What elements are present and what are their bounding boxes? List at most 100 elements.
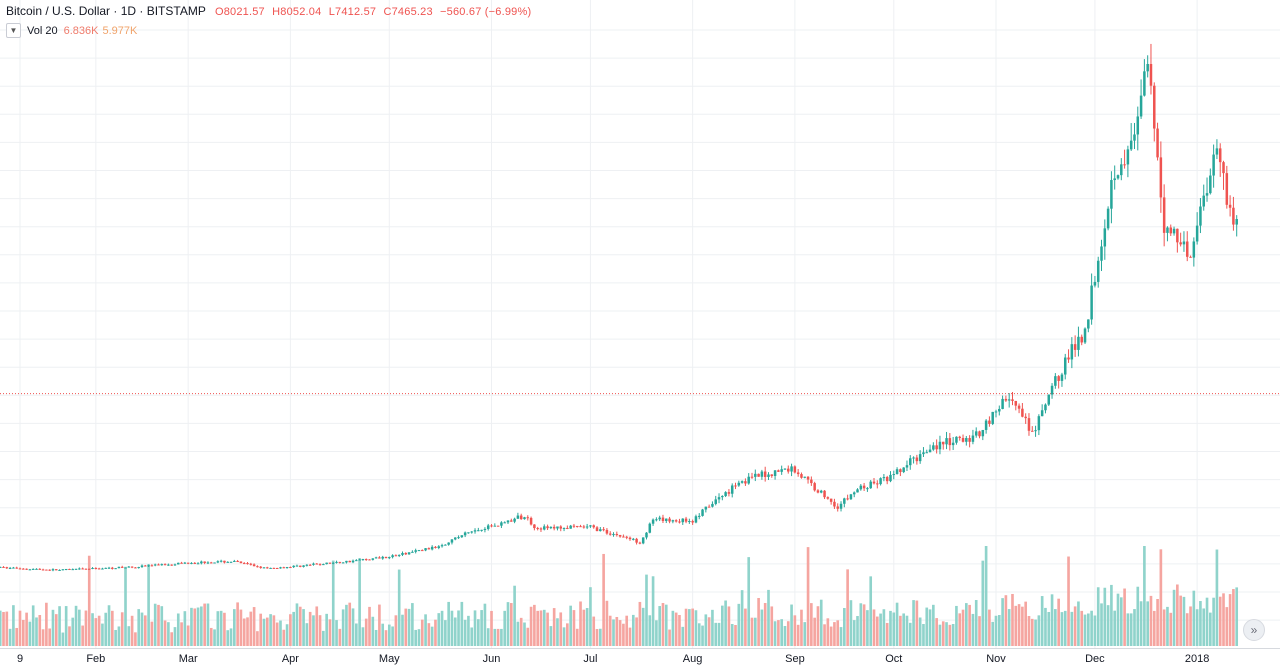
candle	[843, 497, 846, 508]
candle-body	[295, 565, 299, 567]
candle-body	[787, 468, 790, 472]
volume-bar	[724, 600, 727, 646]
volume-bar	[1080, 610, 1084, 646]
candle	[1166, 226, 1169, 242]
volume-bar	[374, 629, 378, 646]
candle	[246, 562, 249, 565]
candle	[767, 472, 770, 480]
candle	[704, 506, 708, 513]
candle-body	[711, 503, 714, 507]
volume-bar	[308, 611, 312, 646]
volume-bar	[542, 609, 546, 646]
candle	[1027, 413, 1031, 436]
candle	[302, 565, 305, 568]
candle-body	[153, 564, 157, 566]
volume-bar	[915, 600, 919, 646]
volume-bar	[622, 623, 625, 646]
volume-bar	[480, 610, 483, 646]
candle-body	[552, 526, 556, 529]
volume-bar	[899, 615, 902, 646]
candle	[285, 566, 289, 569]
volume-bar	[681, 626, 685, 646]
volume-bar	[219, 610, 223, 646]
candle-body	[183, 562, 187, 564]
candle	[97, 567, 101, 570]
volume-bar	[1093, 615, 1097, 646]
chevron-down-icon[interactable]: ▼	[6, 23, 21, 38]
volume-bar	[846, 569, 849, 646]
candle	[615, 531, 619, 537]
candle-body	[721, 496, 724, 498]
volume-bar	[58, 606, 61, 646]
candle	[87, 568, 91, 570]
volume-bar	[592, 616, 596, 646]
volume-bar	[635, 617, 638, 646]
volume-bar	[526, 627, 530, 646]
volume-bar	[922, 624, 925, 646]
candle	[1106, 206, 1110, 231]
volume-bar	[1212, 597, 1215, 646]
candle-body	[48, 569, 51, 571]
volume-bar	[420, 619, 424, 646]
candle	[94, 567, 98, 570]
volume-bar	[338, 628, 342, 646]
candle	[5, 566, 9, 569]
volume-bar	[196, 607, 200, 646]
candle	[955, 436, 958, 445]
candle-body	[523, 517, 526, 520]
double-chevron-right-icon[interactable]: »	[1243, 619, 1265, 641]
candle-body	[602, 529, 605, 531]
volume-legend: ▼ Vol 20 6.836K 5.977K	[6, 23, 137, 38]
volume-bar	[955, 605, 958, 646]
volume-bar	[223, 612, 226, 646]
candle-body	[862, 485, 866, 489]
candle-body	[35, 568, 38, 570]
x-tick-label: Jun	[483, 653, 501, 665]
volume-bar	[631, 614, 635, 646]
candle	[137, 566, 140, 569]
candle	[31, 568, 35, 570]
candle-body	[292, 565, 295, 568]
candle-body	[1166, 227, 1169, 233]
candle	[444, 544, 447, 546]
candle-body	[460, 535, 464, 538]
candle-body	[1202, 195, 1205, 207]
volume-bar	[493, 628, 497, 646]
candle-body	[391, 555, 394, 558]
candle	[608, 531, 612, 536]
volume-bar	[684, 608, 688, 646]
candle	[417, 549, 421, 552]
volume-bar	[200, 606, 203, 646]
candle-body	[496, 525, 500, 527]
candle-body	[493, 525, 497, 527]
volume-bar	[671, 610, 675, 646]
candle-body	[424, 548, 427, 551]
volume-bar	[1027, 616, 1031, 646]
candle	[1129, 123, 1133, 151]
volume-bar	[556, 618, 559, 646]
candle-body	[819, 490, 823, 493]
volume-bar	[816, 606, 820, 646]
candle	[566, 525, 569, 530]
candle	[12, 566, 15, 569]
candle	[130, 566, 134, 569]
candle	[170, 564, 173, 566]
candle-body	[285, 567, 289, 569]
candle-body	[275, 568, 279, 569]
candle-body	[338, 561, 342, 563]
candle-body	[645, 532, 648, 538]
volume-bar	[147, 564, 150, 646]
candle	[928, 444, 932, 453]
candle	[1100, 239, 1103, 272]
candle	[668, 516, 671, 524]
candle-body	[213, 562, 216, 564]
candle-body	[1192, 241, 1196, 258]
volume-bar	[1090, 610, 1093, 646]
candle	[1185, 231, 1189, 262]
candle-body	[885, 477, 889, 482]
volume-bar	[242, 618, 246, 646]
candle	[361, 558, 365, 561]
candle	[872, 477, 876, 485]
candle-body	[572, 525, 576, 527]
